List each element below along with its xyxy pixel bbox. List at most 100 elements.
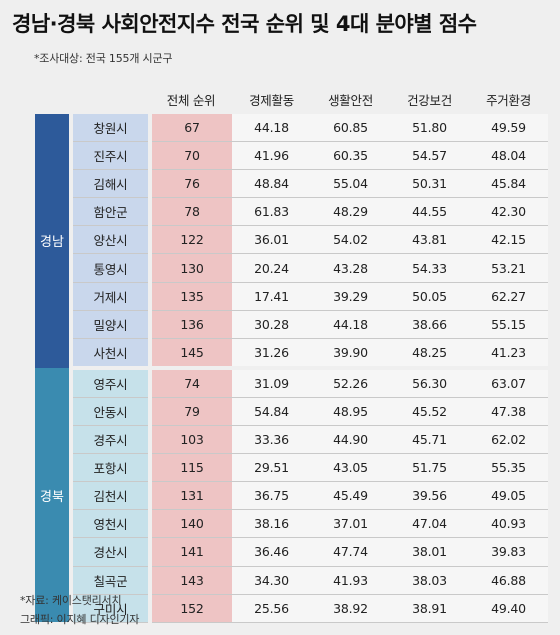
housing-score-cell: 53.21 xyxy=(469,253,548,283)
housing-score-cell: 46.88 xyxy=(469,566,548,595)
housing-score-cell: 62.02 xyxy=(469,425,548,455)
economic-score-cell: 30.28 xyxy=(232,310,311,339)
health-score-cell: 50.05 xyxy=(390,282,469,311)
overall-rank-cell: 122 xyxy=(148,225,232,255)
overall-rank-cell: 131 xyxy=(148,481,232,511)
health-score-cell: 45.52 xyxy=(390,397,469,427)
housing-score-cell: 49.59 xyxy=(469,114,548,143)
city-name: 거제시 xyxy=(69,282,150,311)
overall-rank-cell: 130 xyxy=(148,253,232,283)
city-name: 진주시 xyxy=(69,141,150,171)
safety-score-cell: 41.93 xyxy=(311,566,390,595)
safety-score-cell: 48.95 xyxy=(311,397,390,427)
header-city xyxy=(71,84,150,114)
data-table: 전체 순위 경제활동 생활안전 건강보건 주거환경 경남 창원시 67 44.18 60… xyxy=(35,84,548,623)
overall-rank-cell: 78 xyxy=(148,197,232,227)
table-row: 양산시 122 36.01 54.02 43.81 42.15 xyxy=(35,225,548,255)
housing-score-cell: 47.38 xyxy=(469,397,548,427)
health-score-cell: 38.03 xyxy=(390,566,469,595)
health-score-cell: 51.75 xyxy=(390,453,469,483)
housing-score-cell: 62.27 xyxy=(469,282,548,311)
chart-subtitle: *조사대상: 전국 155개 시군구 xyxy=(34,52,173,65)
economic-score-cell: 34.30 xyxy=(232,566,311,595)
header-health: 건강보건 xyxy=(407,92,452,108)
economic-score-cell: 33.36 xyxy=(232,425,311,455)
housing-score-cell: 42.30 xyxy=(469,197,548,227)
safety-score-cell: 43.28 xyxy=(311,253,390,283)
health-score-cell: 45.71 xyxy=(390,425,469,455)
housing-score-cell: 42.15 xyxy=(469,225,548,255)
city-name: 포항시 xyxy=(69,453,150,483)
safety-score-cell: 45.49 xyxy=(311,481,390,511)
table-row: 통영시 130 20.24 43.28 54.33 53.21 xyxy=(35,253,548,283)
economic-score-cell: 54.84 xyxy=(232,397,311,427)
safety-score-cell: 38.92 xyxy=(311,594,390,623)
health-score-cell: 43.81 xyxy=(390,225,469,255)
health-score-cell: 54.33 xyxy=(390,253,469,283)
source-note: *자료: 케이스탯리서치 xyxy=(20,594,122,607)
overall-rank-cell: 136 xyxy=(148,310,232,339)
economic-score-cell: 31.26 xyxy=(232,338,311,370)
table-row: 경주시 103 33.36 44.90 45.71 62.02 xyxy=(35,425,548,455)
economic-score-cell: 41.96 xyxy=(232,141,311,171)
economic-score-cell: 48.84 xyxy=(232,169,311,199)
region-label: 경남 xyxy=(35,114,71,368)
table-row: 김천시 131 36.75 45.49 39.56 49.05 xyxy=(35,481,548,511)
safety-score-cell: 44.18 xyxy=(311,310,390,339)
header-rank: 전체 순위 xyxy=(166,92,216,108)
credit-note: 그래픽: 이지혜 디자인기자 xyxy=(20,613,140,626)
header-economic: 경제활동 xyxy=(249,92,294,108)
city-name: 영주시 xyxy=(69,367,150,398)
overall-rank-cell: 67 xyxy=(148,114,232,143)
safety-score-cell: 44.90 xyxy=(311,425,390,455)
table-row: 포항시 115 29.51 43.05 51.75 55.35 xyxy=(35,453,548,483)
city-name: 통영시 xyxy=(69,253,150,283)
region-label: 경북 xyxy=(35,367,71,623)
housing-score-cell: 41.23 xyxy=(469,338,548,370)
table-row: 경산시 141 36.46 47.74 38.01 39.83 xyxy=(35,537,548,567)
economic-score-cell: 31.09 xyxy=(232,367,311,398)
city-name: 사천시 xyxy=(69,338,150,370)
table-row: 사천시 145 31.26 39.90 48.25 41.23 xyxy=(35,338,548,370)
table-row: 함안군 78 61.83 48.29 44.55 42.30 xyxy=(35,197,548,227)
overall-rank-cell: 103 xyxy=(148,425,232,455)
economic-score-cell: 36.46 xyxy=(232,537,311,567)
overall-rank-cell: 70 xyxy=(148,141,232,171)
housing-score-cell: 55.15 xyxy=(469,310,548,339)
safety-score-cell: 60.35 xyxy=(311,141,390,171)
city-name: 김천시 xyxy=(69,481,150,511)
health-score-cell: 38.66 xyxy=(390,310,469,339)
economic-score-cell: 36.01 xyxy=(232,225,311,255)
housing-score-cell: 45.84 xyxy=(469,169,548,199)
table-row: 영천시 140 38.16 37.01 47.04 40.93 xyxy=(35,509,548,539)
safety-score-cell: 60.85 xyxy=(311,114,390,143)
health-score-cell: 39.56 xyxy=(390,481,469,511)
health-score-cell: 48.25 xyxy=(390,338,469,370)
housing-score-cell: 63.07 xyxy=(469,367,548,398)
health-score-cell: 54.57 xyxy=(390,141,469,171)
overall-rank-cell: 140 xyxy=(148,509,232,539)
health-score-cell: 38.91 xyxy=(390,594,469,623)
safety-score-cell: 55.04 xyxy=(311,169,390,199)
housing-score-cell: 39.83 xyxy=(469,537,548,567)
header-safety: 생활안전 xyxy=(328,92,373,108)
city-name: 안동시 xyxy=(69,397,150,427)
safety-score-cell: 54.02 xyxy=(311,225,390,255)
city-name: 칠곡군 xyxy=(69,566,150,595)
safety-score-cell: 43.05 xyxy=(311,453,390,483)
table-row: 구미시 152 25.56 38.92 38.91 49.40 xyxy=(35,594,548,623)
overall-rank-cell: 143 xyxy=(148,566,232,595)
overall-rank-cell: 74 xyxy=(148,367,232,398)
table-row: 안동시 79 54.84 48.95 45.52 47.38 xyxy=(35,397,548,427)
city-name: 밀양시 xyxy=(69,310,150,339)
table-row: 김해시 76 48.84 55.04 50.31 45.84 xyxy=(35,169,548,199)
economic-score-cell: 25.56 xyxy=(232,594,311,623)
header-housing: 주거환경 xyxy=(486,92,531,108)
health-score-cell: 44.55 xyxy=(390,197,469,227)
city-name: 함안군 xyxy=(69,197,150,227)
safety-score-cell: 39.90 xyxy=(311,338,390,370)
safety-score-cell: 37.01 xyxy=(311,509,390,539)
economic-score-cell: 20.24 xyxy=(232,253,311,283)
city-name: 양산시 xyxy=(69,225,150,255)
table-row: 거제시 135 17.41 39.29 50.05 62.27 xyxy=(35,282,548,311)
